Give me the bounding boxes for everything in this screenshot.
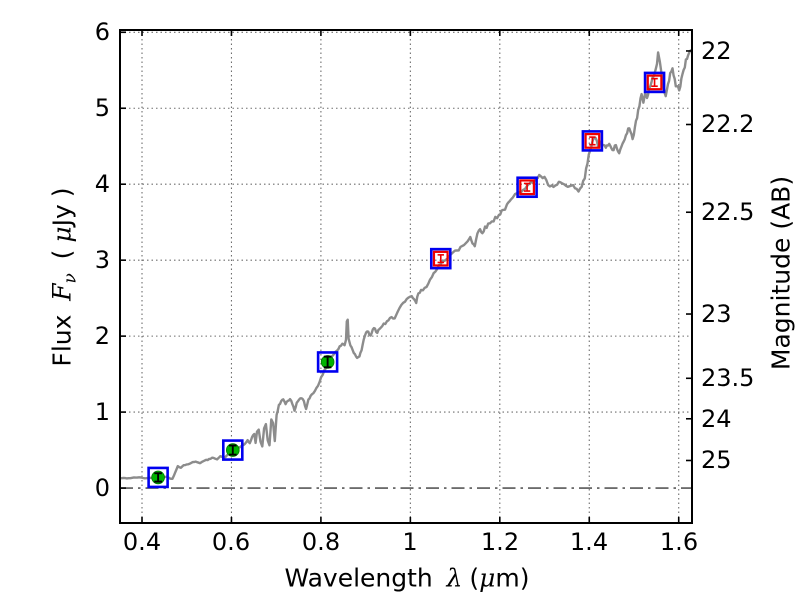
x-tick-label: 1.4	[569, 528, 609, 556]
y-axis-unit: Jy	[47, 204, 77, 227]
y-tick-label-left: 3	[94, 246, 110, 274]
synthetic-photometry-marker	[316, 351, 339, 373]
y-tick-label-right: 24	[701, 405, 732, 433]
x-axis-label-word: Wavelength	[284, 563, 433, 593]
y-axis-label-right: Magnitude (AB)	[766, 175, 796, 371]
y-tick-label-right: 25	[701, 446, 732, 474]
x-tick-label: 1	[402, 528, 418, 556]
x-tick-label: 0.6	[211, 528, 251, 556]
x-tick-label: 1.2	[480, 528, 520, 556]
infrared-photometry-marker	[519, 179, 535, 196]
y-tick-label-right: 22.5	[701, 198, 755, 226]
mu-symbol-y: μ	[47, 226, 77, 243]
infrared-photometry-marker	[432, 250, 449, 267]
y-tick-label-left: 1	[94, 398, 110, 426]
y-tick-label-right: 22	[701, 37, 732, 65]
x-tick-label: 1.6	[659, 528, 699, 556]
y-tick-label-right: 22.2	[701, 110, 755, 138]
infrared-photometry-marker	[584, 133, 601, 149]
y-tick-label-left: 5	[94, 94, 110, 122]
synthetic-photometry-marker	[581, 130, 604, 152]
spectrum-line	[120, 48, 692, 480]
axes-frame	[119, 29, 693, 524]
synthetic-photometry-marker	[429, 247, 452, 270]
synthetic-photometry-marker	[516, 176, 538, 199]
y-tick-label-left: 6	[94, 18, 110, 46]
y-tick-label-right: 23	[701, 300, 732, 328]
x-axis-unit-close: m)	[495, 563, 530, 593]
y-tick-label-left: 0	[94, 474, 110, 502]
nu-subscript: ν	[60, 273, 81, 284]
y-tick-label-left: 2	[94, 322, 110, 350]
y-tick-label-left: 4	[94, 170, 110, 198]
lambda-symbol: λ	[446, 563, 463, 593]
synthetic-photometry-marker	[221, 439, 244, 461]
y-tick-label-right: 23.5	[701, 364, 755, 392]
x-axis-label: Wavelength λ (μm)	[284, 566, 529, 591]
x-tick-label: 0.8	[301, 528, 341, 556]
synthetic-photometry-marker	[643, 71, 666, 94]
mu-symbol-x: μ	[479, 563, 496, 593]
synthetic-photometry-marker	[147, 466, 169, 489]
infrared-photometry-marker	[646, 74, 663, 91]
flux-symbol: F	[47, 283, 77, 301]
x-axis-unit-open: (	[469, 563, 480, 593]
x-tick-label: 0.4	[122, 528, 162, 556]
